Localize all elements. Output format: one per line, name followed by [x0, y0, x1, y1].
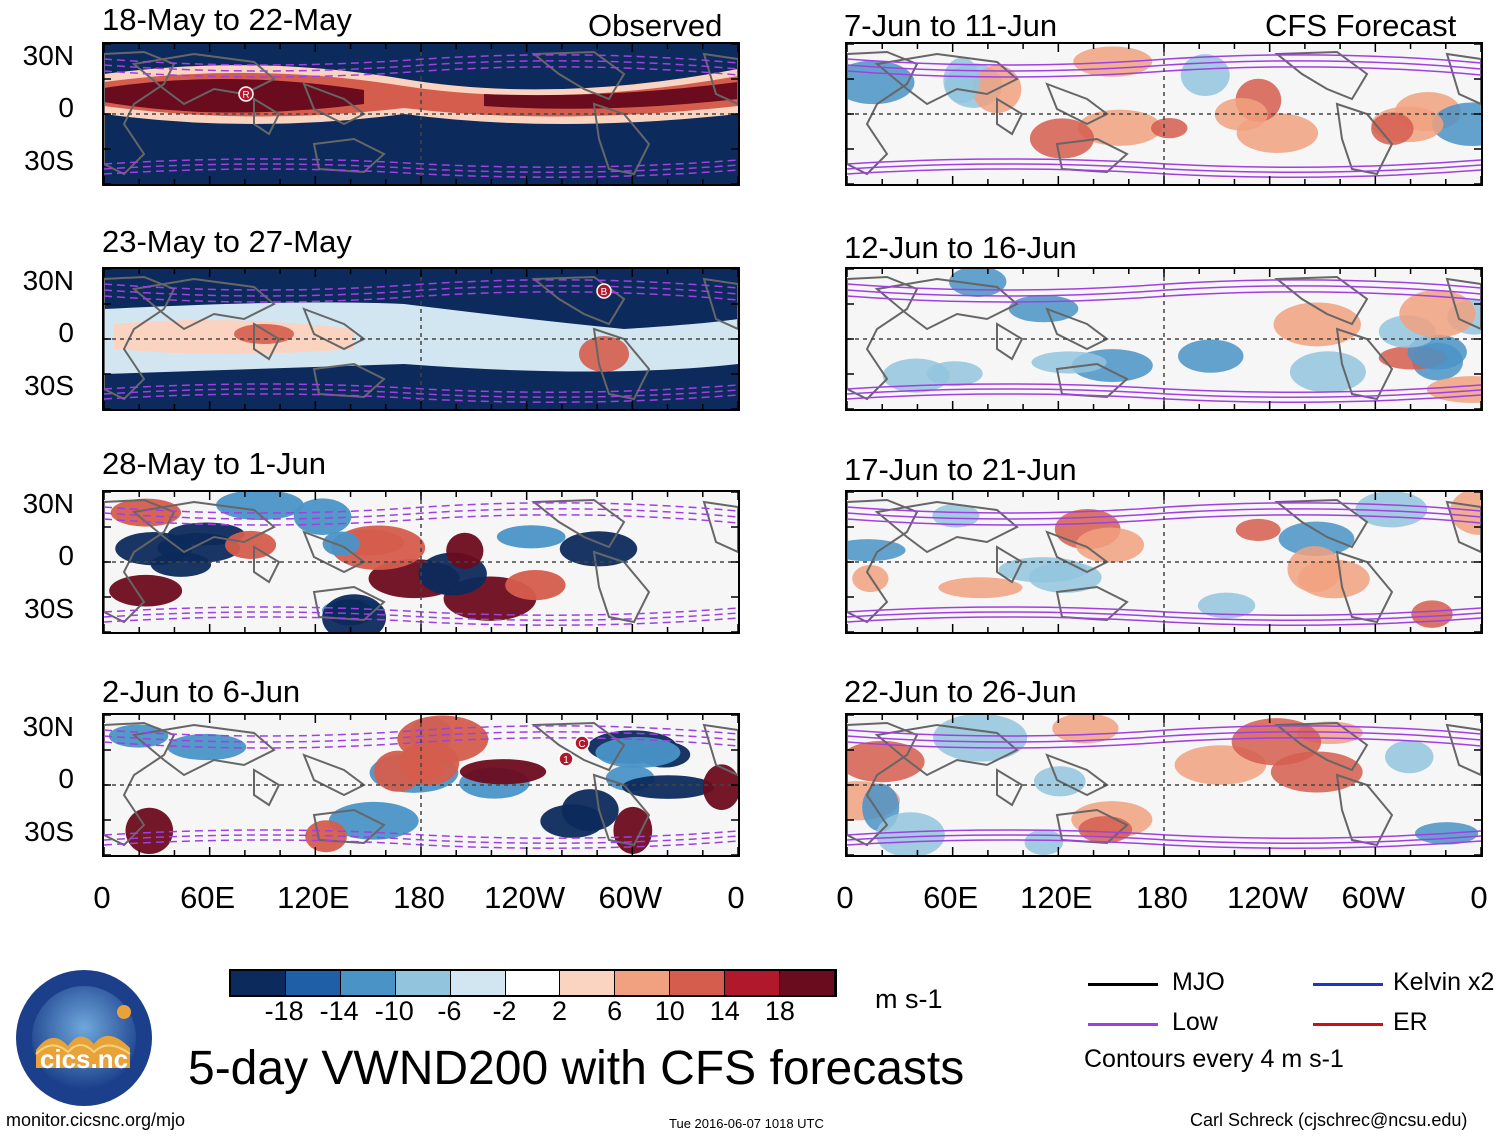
x-axis-label: 120E [1020, 880, 1093, 915]
colorbar-swatch [725, 971, 781, 995]
colorbar-swatch [780, 971, 835, 995]
storm-marker-label: B [601, 287, 608, 298]
colorbar-swatch [340, 971, 396, 995]
y-axis-label: 30S [24, 593, 74, 624]
footer-timestamp: Tue 2016-06-07 1018 UTC [669, 1116, 824, 1131]
colorbar-tick-label: 6 [607, 996, 623, 1026]
legend-line-er [1313, 1023, 1383, 1026]
legend-label-mjo: MJO [1172, 968, 1225, 996]
colorbar-tick-label: 14 [709, 996, 740, 1026]
legend-line-kelvin [1313, 983, 1383, 986]
colorbar-swatch [505, 971, 561, 995]
observed-header: Observed [588, 8, 723, 43]
main-title: 5-day VWND200 with CFS forecasts [188, 1042, 965, 1095]
colorbar-tick-label: 18 [764, 996, 795, 1026]
legend-line-mjo [1088, 983, 1158, 986]
legend-label-er: ER [1393, 1008, 1428, 1036]
colorbar-swatch [560, 971, 616, 995]
forecast-header: CFS Forecast [1265, 8, 1457, 43]
panel-title-fc3: 17-Jun to 21-Jun [844, 452, 1077, 487]
colorbar-tick-label: -2 [492, 996, 517, 1026]
y-axis-label: 0 [58, 92, 74, 123]
y-axis-label: 0 [58, 763, 74, 794]
colorbar-tick-label: -14 [319, 996, 359, 1026]
storm-marker-2-label: 1 [563, 755, 569, 766]
colorbar-tick-label: -6 [437, 996, 462, 1026]
map-panel-fc1 [845, 42, 1483, 186]
colorbar-tick-label: -10 [374, 996, 414, 1026]
panel-title-obs2: 23-May to 27-May [102, 224, 352, 259]
colorbar-tick-label: 10 [654, 996, 685, 1026]
storm-marker [574, 735, 590, 751]
x-axis-label: 120W [1227, 880, 1309, 915]
x-axis-label: 60W [598, 880, 663, 915]
storm-marker [238, 86, 254, 102]
y-axis-label: 0 [58, 317, 74, 348]
legend-label-low: Low [1172, 1008, 1218, 1036]
colorbar-tick-label: 2 [552, 996, 568, 1026]
colorbar-swatch [285, 971, 341, 995]
storm-marker-2 [558, 751, 574, 767]
y-axis-label: 30N [22, 265, 74, 296]
y-axis-label: 30N [22, 488, 74, 519]
colorbar-swatch [231, 971, 286, 995]
colorbar-tick-label: -18 [264, 996, 304, 1026]
y-axis-label: 30N [22, 40, 74, 71]
colorbar [229, 969, 837, 997]
x-axis-label: 0 [1470, 880, 1488, 915]
panel-title-obs1: 18-May to 22-May [102, 2, 352, 37]
x-axis-label: 60E [180, 880, 236, 915]
storm-marker [596, 283, 612, 299]
x-axis-label: 60W [1341, 880, 1406, 915]
panel-title-fc2: 12-Jun to 16-Jun [844, 230, 1077, 265]
storm-marker-label: R [242, 90, 249, 101]
x-axis-label: 180 [393, 880, 445, 915]
x-axis-label: 0 [93, 880, 111, 915]
footer-author: Carl Schreck (cjschrec@ncsu.edu) [1190, 1110, 1468, 1130]
logo-text: cics.nc [40, 1044, 128, 1074]
x-axis-label: 0 [727, 880, 745, 915]
x-axis-label: 60E [923, 880, 979, 915]
footer-url[interactable]: monitor.cicsnc.org/mjo [6, 1110, 186, 1130]
y-axis-label: 30S [24, 816, 74, 847]
colorbar-swatch [670, 971, 726, 995]
x-axis-label: 180 [1136, 880, 1188, 915]
colorbar-swatch [615, 971, 671, 995]
map-panel-fc2 [845, 267, 1483, 411]
map-panel-fc4 [845, 713, 1483, 857]
map-panel-obs1: R [102, 42, 740, 186]
x-axis-label: 120E [277, 880, 350, 915]
legend-line-low [1088, 1023, 1158, 1026]
storm-marker-label: C [578, 739, 585, 750]
colorbar-units: m s-1 [875, 984, 943, 1014]
map-panel-obs2: B [102, 267, 740, 411]
cics-logo: cics.nc [12, 968, 157, 1108]
x-axis-label: 120W [484, 880, 566, 915]
y-axis-label: 0 [58, 540, 74, 571]
y-axis-label: 30S [24, 370, 74, 401]
panel-title-obs3: 28-May to 1-Jun [102, 446, 326, 481]
x-axis-label: 0 [836, 880, 854, 915]
panel-title-fc4: 22-Jun to 26-Jun [844, 674, 1077, 709]
map-panel-obs3 [102, 490, 740, 634]
map-panel-fc3 [845, 490, 1483, 634]
y-axis-label: 30N [22, 711, 74, 742]
legend-label-kelvin: Kelvin x2 [1393, 968, 1495, 996]
panel-title-obs4: 2-Jun to 6-Jun [102, 674, 301, 709]
colorbar-swatch [450, 971, 506, 995]
y-axis-label: 30S [24, 145, 74, 176]
contour-note: Contours every 4 m s-1 [1084, 1045, 1344, 1073]
panel-title-fc1: 7-Jun to 11-Jun [844, 8, 1058, 43]
colorbar-swatch [395, 971, 451, 995]
